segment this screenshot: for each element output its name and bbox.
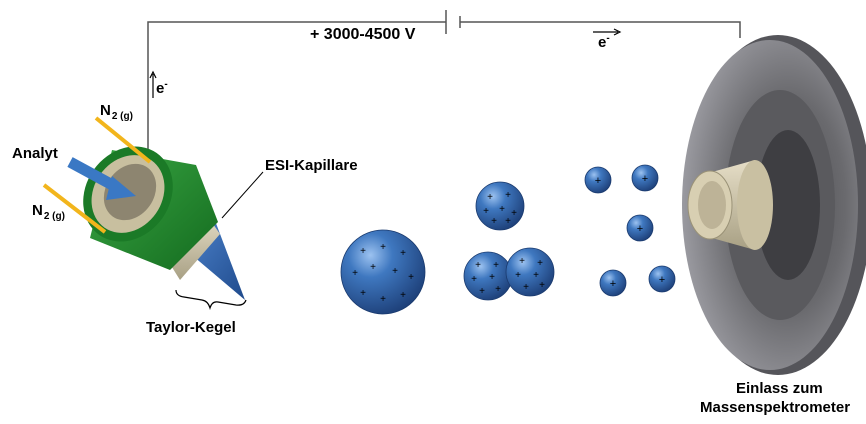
electron-label-right: e- — [598, 33, 610, 51]
n2-label-bottom: N2 (g) — [32, 203, 65, 222]
charge-plus-icon: + — [370, 262, 376, 273]
charged-droplet — [340, 229, 426, 315]
inlet-label-line1: Einlass zum — [736, 380, 823, 397]
charge-plus-icon: + — [642, 173, 648, 185]
voltage-label: + 3000-4500 V — [310, 26, 416, 43]
capillary-label: ESI-Kapillare — [265, 157, 358, 174]
charge-plus-icon: + — [519, 256, 525, 267]
taylor-cone-brace — [175, 289, 247, 311]
capillary-leader-line — [221, 171, 264, 219]
charge-plus-icon: + — [352, 268, 358, 279]
mass-spectrometer-inlet — [682, 35, 866, 375]
electron-text: e — [156, 80, 165, 97]
charge-plus-icon: + — [515, 270, 521, 281]
charge-plus-icon: + — [400, 290, 406, 301]
charge-plus-icon: + — [539, 280, 545, 291]
charge-plus-icon: + — [537, 258, 543, 269]
charged-droplet — [626, 214, 654, 242]
charge-plus-icon: + — [595, 175, 601, 187]
gas-arrow-top-icon — [94, 116, 152, 164]
circuit-wire — [147, 10, 741, 155]
electron-arrow-right-icon — [593, 28, 622, 36]
charge-plus-icon: + — [360, 246, 366, 257]
charge-plus-icon: + — [499, 204, 505, 215]
charge-plus-icon: + — [392, 266, 398, 277]
charged-droplet — [475, 181, 525, 231]
charge-plus-icon: + — [505, 190, 511, 201]
charge-plus-icon: + — [380, 242, 386, 253]
charged-droplet — [648, 265, 676, 293]
charged-droplet — [599, 269, 627, 297]
charge-plus-icon: + — [360, 288, 366, 299]
charge-plus-icon: + — [487, 192, 493, 203]
esi-nozzle — [83, 146, 245, 300]
charged-droplet — [584, 166, 612, 194]
electron-text: e — [598, 34, 607, 51]
charged-droplet — [505, 247, 555, 297]
n2-subscript: 2 (g) — [111, 111, 133, 122]
gas-arrow-bottom-icon — [42, 183, 107, 234]
charge-plus-icon: + — [523, 282, 529, 293]
electron-label-left: e- — [156, 79, 168, 97]
charge-plus-icon: + — [489, 272, 495, 283]
charge-plus-icon: + — [475, 260, 481, 271]
electron-charge: - — [606, 33, 610, 44]
charge-plus-icon: + — [637, 223, 643, 235]
charge-plus-icon: + — [479, 286, 485, 297]
n2-text: N — [100, 102, 111, 119]
n2-text: N — [32, 202, 43, 219]
n2-subscript: 2 (g) — [43, 211, 65, 222]
inlet-label-line2: Massenspektrometer — [700, 399, 851, 416]
electron-charge: - — [164, 79, 168, 90]
charge-plus-icon: + — [408, 272, 414, 283]
charge-plus-icon: + — [493, 260, 499, 271]
charge-plus-icon: + — [495, 284, 501, 295]
n2-label-top: N2 (g) — [100, 103, 133, 122]
charge-plus-icon: + — [659, 274, 665, 286]
charge-plus-icon: + — [533, 270, 539, 281]
charged-droplets: + ++++ ++++ ++ ++ + ++ ++ ++ ++ ++ ++ ++ ++ +++ + — [340, 164, 676, 315]
electron-arrow-up-icon — [149, 70, 157, 98]
charged-droplet — [631, 164, 659, 192]
charge-plus-icon: + — [610, 278, 616, 290]
charge-plus-icon: + — [483, 206, 489, 217]
taylor-cone-label: Taylor-Kegel — [146, 319, 236, 336]
analyte-label: Analyt — [12, 145, 58, 162]
charge-plus-icon: + — [400, 248, 406, 259]
analyte-arrow-icon — [67, 157, 136, 200]
charge-plus-icon: + — [380, 294, 386, 305]
charge-plus-icon: + — [491, 216, 497, 227]
charge-plus-icon: + — [511, 208, 517, 219]
charge-plus-icon: + — [471, 274, 477, 285]
charge-plus-icon: + — [505, 216, 511, 227]
